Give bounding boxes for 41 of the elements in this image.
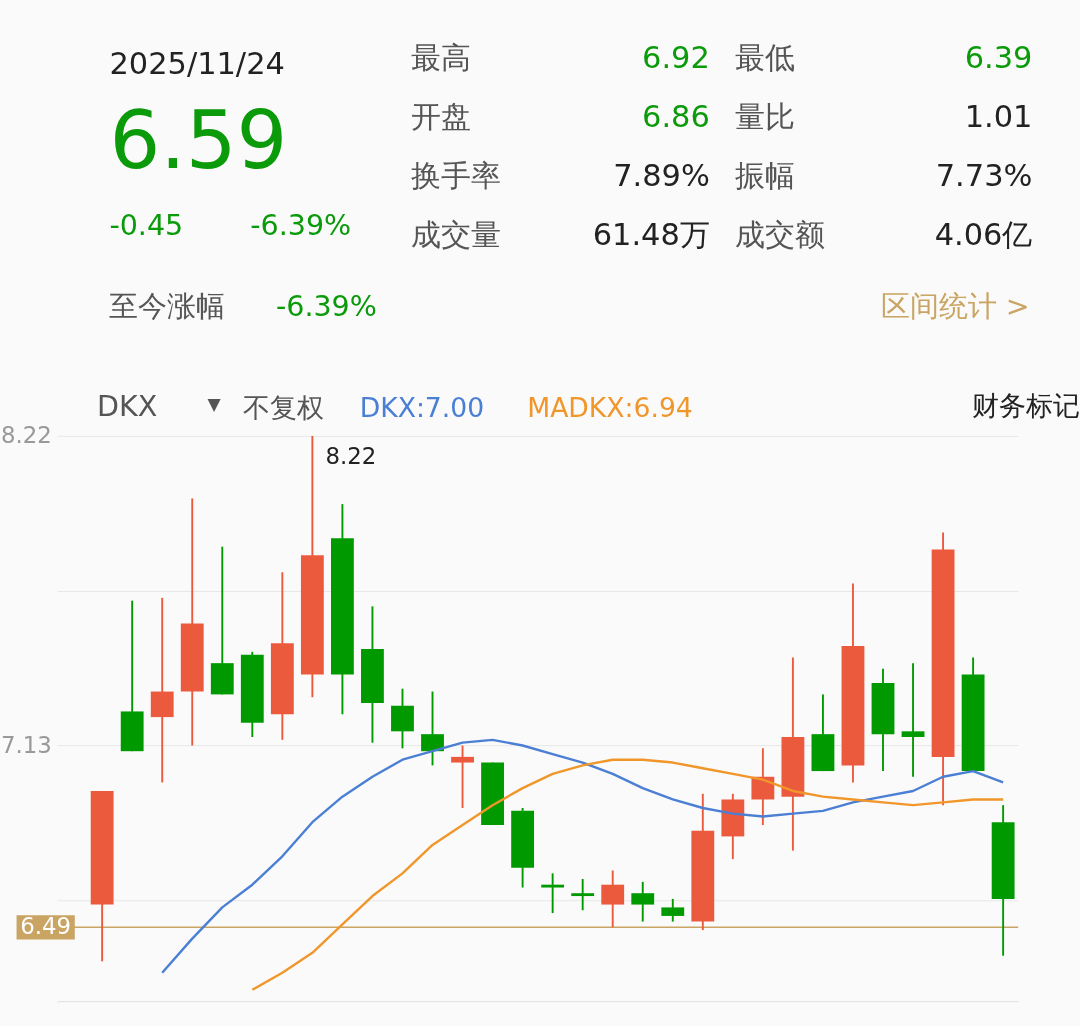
text: DKX	[97, 389, 158, 423]
candlestick	[661, 897, 685, 923]
text: 不复权	[242, 391, 324, 423]
text: 7.89%	[613, 157, 710, 193]
text: 6.92	[642, 39, 710, 75]
text: DKX:7.00	[359, 391, 485, 423]
text: 成交额	[734, 216, 825, 252]
line-series	[251, 758, 1005, 991]
text: -6.39%	[250, 209, 352, 243]
text: 成交量	[411, 216, 502, 252]
text: 1.01	[964, 98, 1033, 134]
text: 换手率	[411, 157, 502, 193]
candlestick	[571, 878, 595, 912]
y-tick-label: 7.13	[1, 731, 52, 758]
text: 7.73%	[935, 157, 1033, 193]
candlestick	[901, 662, 925, 778]
text: 6.39	[964, 39, 1033, 75]
candlestick	[451, 744, 474, 809]
annotation: 8.22	[325, 442, 377, 469]
text: 开盘	[411, 98, 472, 134]
text: 6.59	[109, 93, 288, 187]
text: -6.39%	[275, 290, 377, 324]
candlestick	[421, 690, 444, 767]
text: 区间统计 >	[880, 290, 1030, 324]
text: 61.48万	[592, 216, 710, 252]
text: ▼	[207, 394, 222, 415]
text: 2025/11/24	[109, 46, 285, 82]
text: -0.45	[109, 209, 184, 243]
candlestick	[541, 872, 565, 915]
text: 财务标记	[972, 389, 1080, 421]
ref-line-label: 6.49	[20, 912, 72, 939]
text: 至今涨幅	[109, 290, 226, 324]
text: 6.86	[642, 98, 710, 134]
candlestick	[601, 869, 625, 929]
text: 量比	[734, 98, 795, 134]
text: MADKX:6.94	[527, 391, 693, 423]
candlestick	[631, 880, 655, 923]
text: 4.06亿	[934, 216, 1033, 252]
text: 最低	[734, 39, 795, 75]
text: 最高	[411, 39, 472, 75]
text: 振幅	[734, 157, 795, 193]
